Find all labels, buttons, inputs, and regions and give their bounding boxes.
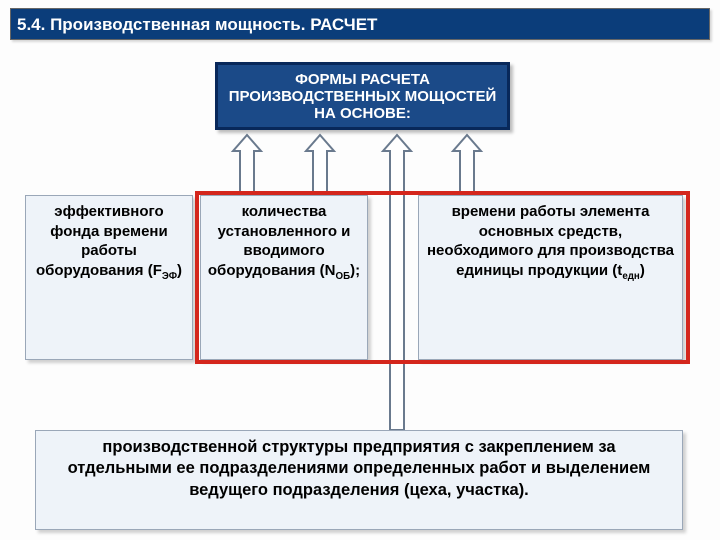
arrow-up-3 bbox=[383, 135, 411, 430]
mid-box-3-text: времени работы элемента основных средств… bbox=[427, 203, 674, 279]
mid-box-3-sub: едн bbox=[622, 271, 640, 282]
top-box: ФОРМЫ РАСЧЕТА ПРОИЗВОДСТВЕННЫХ МОЩОСТЕЙ … bbox=[215, 62, 510, 130]
mid-box-2-post: ); bbox=[350, 262, 360, 279]
mid-box-2-text: количества установленного и вводимого об… bbox=[208, 203, 351, 279]
mid-box-3: времени работы элемента основных средств… bbox=[418, 195, 683, 360]
arrow-up-4 bbox=[453, 135, 481, 195]
title-bar: 5.4. Производственная мощность. РАСЧЕТ bbox=[10, 8, 710, 40]
mid-box-1-sub: ЭФ bbox=[162, 271, 177, 282]
mid-box-1-post: ) bbox=[177, 262, 182, 279]
mid-box-1: эффективного фонда времени работы оборуд… bbox=[25, 195, 193, 360]
mid-box-2: количества установленного и вводимого об… bbox=[200, 195, 368, 360]
mid-box-1-text: эффективного фонда времени работы оборуд… bbox=[36, 203, 168, 279]
bottom-box: производственной структуры предприятия с… bbox=[35, 430, 683, 530]
arrow-up-2 bbox=[306, 135, 334, 195]
arrow-up-1 bbox=[233, 135, 261, 195]
mid-box-2-sub: ОБ bbox=[336, 271, 351, 282]
mid-box-3-post: ) bbox=[640, 262, 645, 279]
